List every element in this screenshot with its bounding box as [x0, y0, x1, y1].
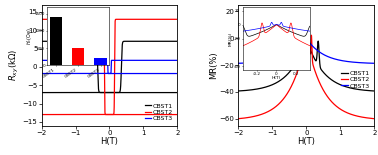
CBST3: [372, 62, 376, 64]
CBST1: [285, 73, 290, 75]
CBST1: [304, 37, 308, 39]
CBST2: [243, 117, 248, 119]
CBST1: [243, 90, 248, 91]
CBST1: [337, 83, 341, 85]
Line: CBST3: CBST3: [239, 34, 374, 63]
CBST1: [372, 90, 376, 92]
CBST3: [243, 62, 248, 64]
CBST2: [337, 107, 341, 109]
CBST2: [285, 92, 290, 94]
CBST3: [306, 33, 310, 35]
Line: CBST1: CBST1: [239, 38, 374, 91]
CBST2: [344, 111, 349, 113]
CBST2: [316, 80, 321, 82]
Text: (b): (b): [243, 8, 256, 18]
Text: (a): (a): [46, 8, 59, 18]
CBST3: [236, 62, 241, 64]
CBST1: [236, 90, 241, 92]
CBST2: [309, 34, 314, 36]
Y-axis label: $R_{xy}$(k$\Omega$): $R_{xy}$(k$\Omega$): [8, 49, 21, 81]
CBST1: [316, 46, 321, 48]
Line: CBST2: CBST2: [239, 35, 374, 119]
CBST1: [344, 86, 349, 88]
CBST1: [322, 73, 327, 75]
CBST3: [337, 59, 341, 61]
X-axis label: H(T): H(T): [101, 137, 118, 146]
CBST3: [344, 60, 349, 62]
Y-axis label: MR(%): MR(%): [209, 51, 218, 79]
Legend: CBST1, CBST2, CBST3: CBST1, CBST2, CBST3: [340, 69, 371, 90]
CBST3: [322, 54, 327, 56]
Legend: CBST1, CBST2, CBST3: CBST1, CBST2, CBST3: [143, 102, 174, 122]
CBST2: [322, 91, 327, 93]
CBST2: [372, 118, 376, 120]
CBST3: [316, 51, 321, 52]
X-axis label: H(T): H(T): [297, 137, 315, 146]
CBST3: [285, 54, 290, 56]
CBST2: [236, 118, 241, 120]
